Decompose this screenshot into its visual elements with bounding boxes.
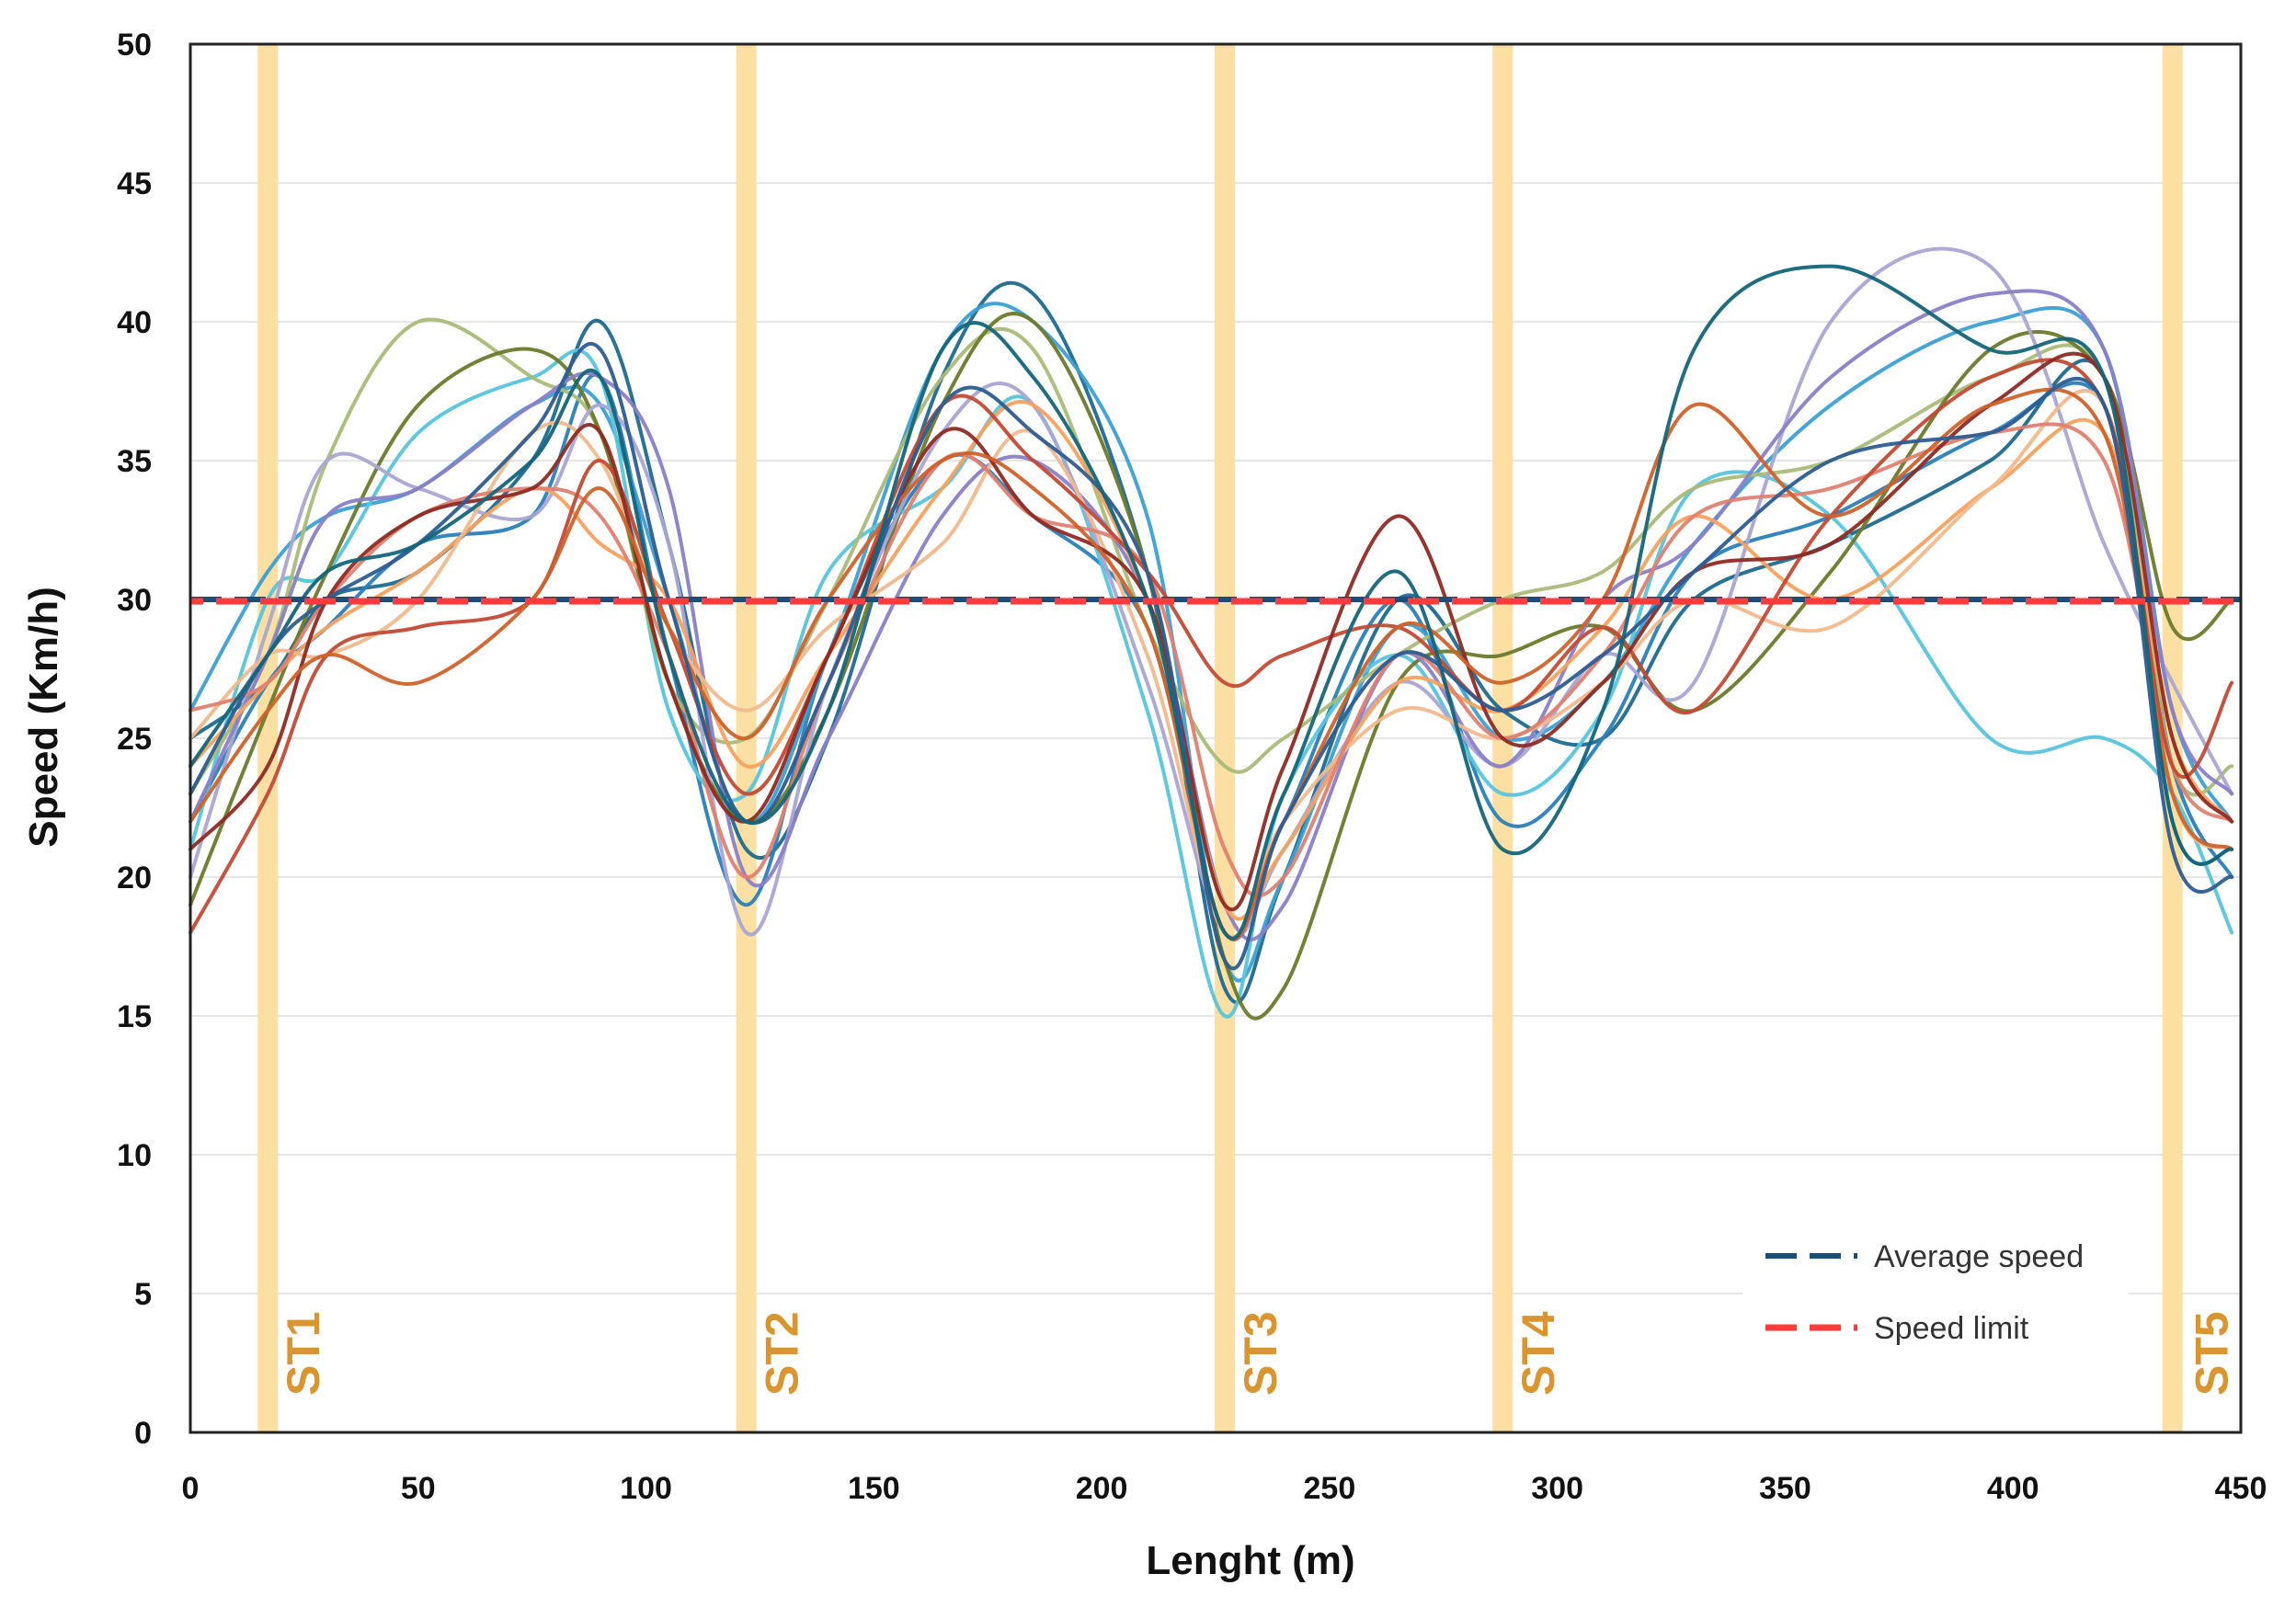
- y-axis-title: Speed (Km/h): [21, 587, 66, 848]
- speed-series-line: [188, 246, 2234, 941]
- speed-series-line: [188, 388, 2234, 940]
- y-axis-ticks: 0 5 10 15 20 25 30 35 40 45 50: [117, 28, 152, 1451]
- y-tick-label: 50: [117, 28, 152, 63]
- x-tick-label: 400: [1987, 1471, 2039, 1506]
- x-tick-label: 100: [620, 1471, 672, 1506]
- station-band: [1214, 44, 1235, 1432]
- x-axis-title: Lenght (m): [1146, 1538, 1354, 1583]
- x-tick-label: 350: [1759, 1471, 1811, 1506]
- y-tick-label: 20: [117, 861, 152, 895]
- station-label: ST5: [2187, 1311, 2238, 1396]
- y-tick-label: 15: [117, 999, 152, 1034]
- station-label: ST4: [1513, 1311, 1564, 1396]
- x-tick-label: 300: [1531, 1471, 1583, 1506]
- speed-series-line: [188, 422, 2234, 898]
- y-tick-label: 30: [117, 583, 152, 618]
- speed-series-line: [188, 341, 2234, 971]
- x-tick-label: 150: [848, 1471, 900, 1506]
- speed-series-group: [188, 246, 2234, 1021]
- x-tick-label: 0: [182, 1471, 200, 1506]
- x-tick-label: 50: [401, 1471, 436, 1506]
- speed-series-line: [188, 302, 2234, 983]
- reference-lines: [190, 597, 2241, 605]
- y-tick-label: 45: [117, 166, 152, 201]
- speed-series-line: [188, 358, 2234, 935]
- station-band: [257, 44, 279, 1432]
- legend-speed-limit-label: Speed limit: [1874, 1311, 2029, 1346]
- speed-series-line: [188, 264, 2234, 941]
- legend-background: [1742, 1221, 2129, 1375]
- y-tick-label: 0: [134, 1416, 152, 1451]
- plot-frame: [188, 42, 2243, 1434]
- x-tick-label: 250: [1304, 1471, 1356, 1506]
- station-label: ST2: [757, 1311, 808, 1396]
- y-tick-label: 40: [117, 305, 152, 340]
- x-axis-ticks: 0 50 100 150 200 250 300 350 400 450: [182, 1471, 2267, 1506]
- legend: Average speed Speed limit: [1742, 1221, 2129, 1375]
- x-tick-label: 200: [1076, 1471, 1128, 1506]
- speed-series-line: [188, 317, 2234, 797]
- y-tick-label: 35: [117, 444, 152, 479]
- legend-average-speed-label: Average speed: [1874, 1239, 2084, 1274]
- station-label: ST3: [1235, 1311, 1286, 1396]
- station-label: ST1: [278, 1311, 329, 1396]
- y-tick-label: 10: [117, 1138, 152, 1173]
- y-tick-label: 25: [117, 722, 152, 757]
- speed-series-line: [188, 351, 2234, 912]
- x-tick-label: 450: [2215, 1471, 2267, 1506]
- y-tick-label: 5: [134, 1277, 152, 1312]
